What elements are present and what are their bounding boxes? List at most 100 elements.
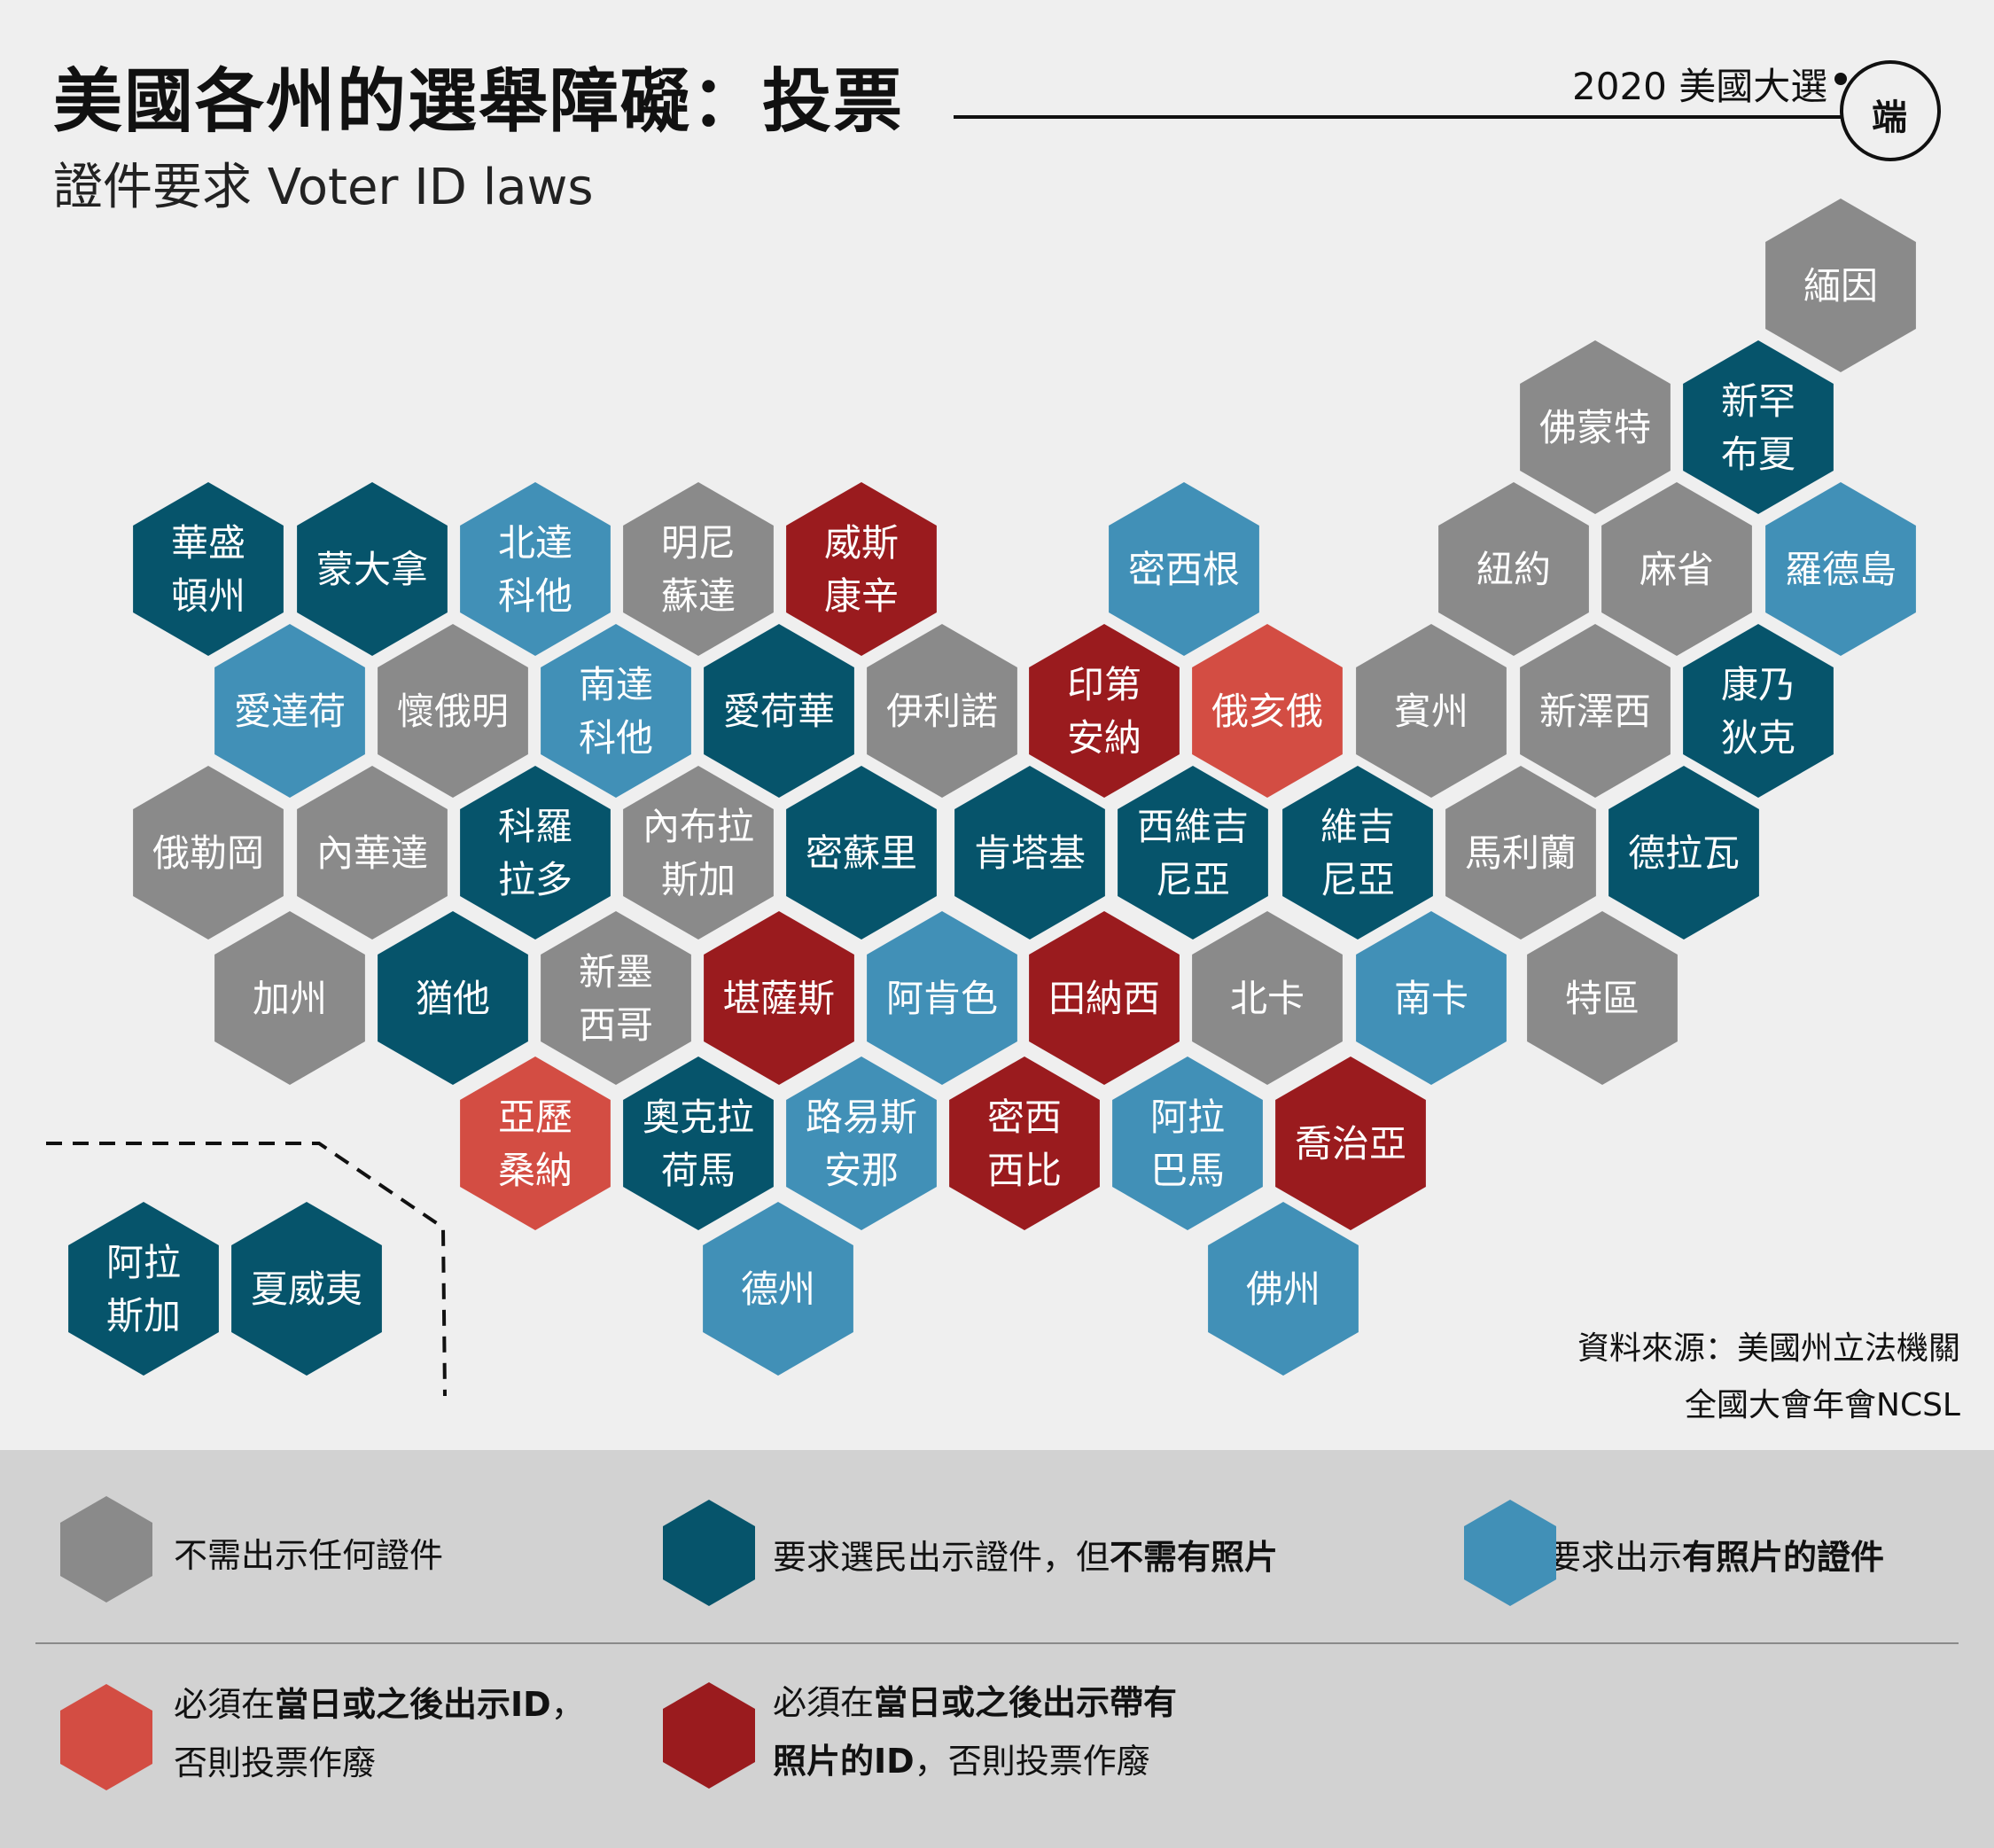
state-hex: 德州 <box>703 1202 853 1376</box>
state-label: 西維吉 <box>1137 805 1249 848</box>
state-label: 南卡 <box>1394 977 1468 1020</box>
state-label: 阿拉 <box>1150 1096 1225 1139</box>
state-hex-shape <box>378 624 528 798</box>
state-label: 猶他 <box>416 977 490 1020</box>
state-hex-shape <box>1683 624 1834 798</box>
state-hex: 賓州 <box>1356 624 1507 798</box>
state-hex-shape <box>1520 624 1671 798</box>
state-hex-shape <box>541 624 691 798</box>
state-hex-shape <box>297 482 448 656</box>
state-hex: 德拉瓦 <box>1608 766 1759 940</box>
state-hex-shape <box>1765 199 1916 372</box>
state-label: 內布拉 <box>643 805 754 848</box>
state-label: 狄克 <box>1721 716 1795 760</box>
state-hex-shape <box>786 766 937 940</box>
state-hex-shape <box>623 482 774 656</box>
state-hex: 紐約 <box>1438 482 1589 656</box>
state-label: 特區 <box>1565 977 1640 1020</box>
state-hex-shape <box>1445 766 1596 940</box>
state-hex: 麻省 <box>1601 482 1752 656</box>
state-hex: 密蘇里 <box>786 766 937 940</box>
legend-swatch <box>1464 1500 1556 1606</box>
state-hex-shape <box>1029 624 1180 798</box>
state-label: 羅德島 <box>1785 548 1897 591</box>
state-label: 華盛 <box>171 521 245 565</box>
legend-swatch <box>663 1682 755 1789</box>
state-hex: 特區 <box>1527 911 1678 1085</box>
state-hex: 密西根 <box>1109 482 1259 656</box>
state-label: 明尼 <box>661 521 736 565</box>
state-label: 密蘇里 <box>806 831 917 875</box>
state-hex-shape <box>1527 911 1678 1085</box>
state-hex: 羅德島 <box>1765 482 1916 656</box>
page-subtitle: 證件要求 Voter ID laws <box>53 159 594 216</box>
state-hex-shape <box>541 911 691 1085</box>
state-hex-shape <box>867 911 1017 1085</box>
state-label: 奧克拉 <box>643 1096 754 1139</box>
state-label: 科他 <box>579 716 653 760</box>
state-label: 麻省 <box>1640 548 1714 591</box>
state-label: 密西根 <box>1128 548 1240 591</box>
state-label: 懷俄明 <box>397 690 509 733</box>
state-label: 紐約 <box>1476 548 1551 591</box>
state-hex-shape <box>704 911 854 1085</box>
state-label: 維吉 <box>1320 805 1395 848</box>
state-hex-shape <box>623 1057 774 1230</box>
series-tag: 2020 美國大選 <box>1572 65 1828 108</box>
state-label: 斯加 <box>661 858 736 901</box>
state-label: 西比 <box>987 1149 1062 1192</box>
state-hex-shape <box>68 1202 219 1376</box>
state-hex: 愛達荷 <box>214 624 365 798</box>
state-hex-shape <box>1608 766 1759 940</box>
state-hex-shape <box>1282 766 1433 940</box>
state-hex-shape <box>786 482 937 656</box>
state-label: 德州 <box>741 1267 815 1311</box>
state-hex-shape <box>460 766 611 940</box>
state-label: 北達 <box>498 521 572 565</box>
state-label: 科羅 <box>498 805 572 848</box>
state-hex-shape <box>1208 1202 1359 1376</box>
logo-dot <box>1834 73 1847 85</box>
state-label: 尼亞 <box>1156 858 1230 901</box>
state-label: 安納 <box>1067 716 1141 760</box>
state-label: 蘇達 <box>661 574 736 618</box>
state-label: 斯加 <box>106 1294 181 1337</box>
state-label: 亞歷 <box>498 1096 572 1139</box>
state-hex: 阿肯色 <box>867 911 1017 1085</box>
state-label: 佛蒙特 <box>1539 406 1651 449</box>
state-label: 新澤西 <box>1539 690 1651 733</box>
state-hex-shape <box>1192 911 1343 1085</box>
state-hex-shape <box>214 624 365 798</box>
state-hex: 佛州 <box>1208 1202 1359 1376</box>
legend-label: 必須在當日或之後出示ID， 否則投票作廢 <box>174 1685 585 1782</box>
state-label: 馬利蘭 <box>1465 831 1577 875</box>
title-rule <box>954 115 1842 119</box>
state-hex: 佛蒙特 <box>1520 340 1671 514</box>
state-hex: 俄勒岡 <box>133 766 284 940</box>
state-hex-shape <box>133 482 284 656</box>
state-label: 尼亞 <box>1320 858 1395 901</box>
state-label: 西哥 <box>579 1003 653 1047</box>
state-hex: 愛荷華 <box>704 624 854 798</box>
state-label: 新罕 <box>1721 379 1795 423</box>
legend-label: 要求出示有照片的證件 <box>1547 1538 1885 1577</box>
state-label: 田納西 <box>1048 977 1160 1020</box>
state-hex: 肯塔基 <box>954 766 1105 940</box>
state-label: 密西 <box>987 1096 1062 1139</box>
state-label: 俄亥俄 <box>1211 690 1323 733</box>
state-hex: 加州 <box>214 911 365 1085</box>
state-hex: 內華達 <box>297 766 448 940</box>
